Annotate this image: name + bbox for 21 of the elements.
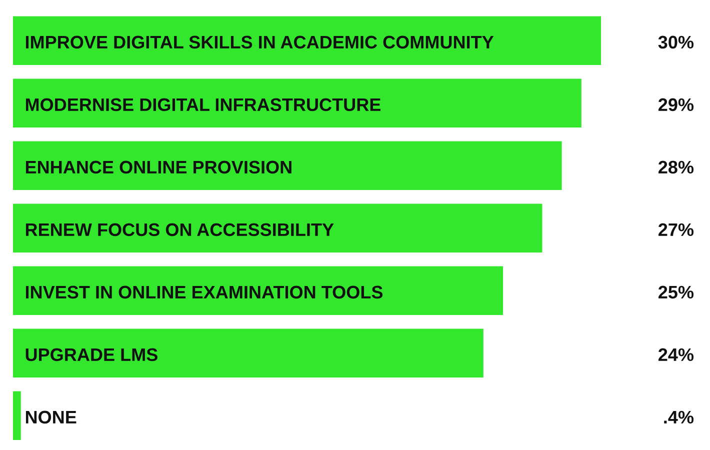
data-label: 30% bbox=[658, 36, 694, 49]
y-tick-label: ENHANCE ONLINE PROVISION bbox=[26, 160, 292, 174]
bar bbox=[13, 391, 21, 440]
y-tick-label: RENEW FOCUS ON ACCESSIBILITY bbox=[26, 223, 334, 236]
data-label: 27% bbox=[658, 223, 694, 236]
bar bbox=[13, 328, 484, 378]
bar bbox=[13, 141, 562, 190]
data-label: 24% bbox=[658, 348, 694, 362]
y-tick-label: IMPROVE DIGITAL SKILLS IN ACADEMIC COMMUNITY bbox=[26, 36, 494, 49]
data-label: 28% bbox=[658, 160, 694, 174]
bar bbox=[13, 78, 582, 128]
data-label: 25% bbox=[658, 286, 694, 299]
bar bbox=[13, 204, 542, 252]
y-tick-label: NONE bbox=[26, 410, 76, 424]
bar bbox=[13, 16, 601, 65]
y-tick-label: MODERNISE DIGITAL INFRASTRUCTURE bbox=[26, 98, 381, 112]
data-label: .4% bbox=[664, 410, 694, 424]
bar bbox=[13, 266, 503, 315]
y-tick-label: INVEST IN ONLINE EXAMINATION TOOLS bbox=[26, 286, 383, 299]
data-label: 29% bbox=[658, 98, 694, 112]
y-tick-label: UPGRADE LMS bbox=[26, 348, 158, 362]
